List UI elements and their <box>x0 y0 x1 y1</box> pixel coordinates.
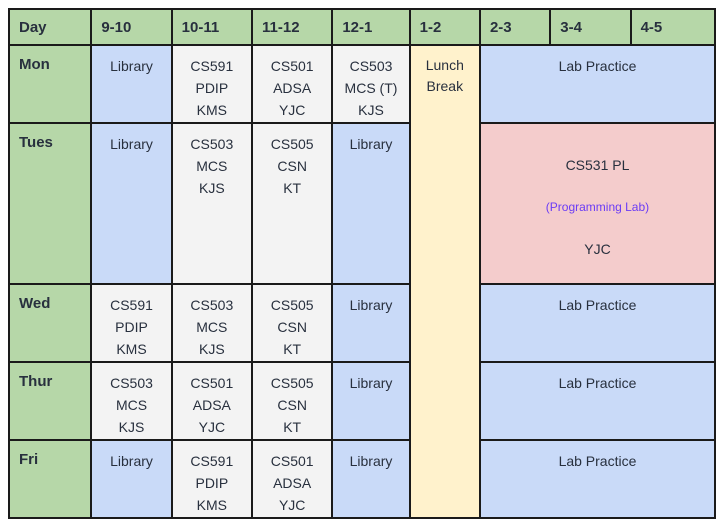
row-thur: Thur CS503 MCS KJS CS501 ADSA YJC CS505 … <box>7 361 717 441</box>
day-label-fri: Fri <box>7 439 93 519</box>
cell-thur-11-12: CS505 CSN KT <box>250 361 334 441</box>
col-header-12-1: 12-1 <box>331 8 411 46</box>
row-tues: Tues Library CS503 MCS KJS CS505 CSN KT … <box>7 122 717 285</box>
col-header-11-12: 11-12 <box>250 8 334 46</box>
col-header-4-5: 4-5 <box>629 8 717 46</box>
cell-wed-10-11: CS503 MCS KJS <box>170 283 254 363</box>
cell-fri-9-10: Library <box>90 439 173 519</box>
cell-tues-programming-lab: CS531 PL (Programming Lab) YJC <box>478 122 717 285</box>
cell-wed-9-10: CS591 PDIP KMS <box>90 283 173 363</box>
col-header-2-3: 2-3 <box>478 8 552 46</box>
cell-wed-lab-practice: Lab Practice <box>478 283 717 363</box>
cell-thur-12-1: Library <box>331 361 411 441</box>
cell-fri-12-1: Library <box>331 439 411 519</box>
cell-thur-9-10: CS503 MCS KJS <box>90 361 173 441</box>
col-header-day: Day <box>7 8 93 46</box>
cell-tues-9-10: Library <box>90 122 173 285</box>
cell-tues-12-1: Library <box>331 122 411 285</box>
cell-tues-11-12: CS505 CSN KT <box>250 122 334 285</box>
cell-fri-lab-practice: Lab Practice <box>478 439 717 519</box>
class-timetable: Day 9-10 10-11 11-12 12-1 1-2 2-3 3-4 4-… <box>7 8 717 519</box>
row-mon: Mon Library CS591 PDIP KMS CS501 ADSA YJ… <box>7 44 717 519</box>
day-label-wed: Wed <box>7 283 93 363</box>
col-header-1-2: 1-2 <box>408 8 481 46</box>
col-header-9-10: 9-10 <box>90 8 173 46</box>
cell-thur-10-11: CS501 ADSA YJC <box>170 361 254 441</box>
cell-fri-10-11: CS591 PDIP KMS <box>170 439 254 519</box>
col-header-10-11: 10-11 <box>170 8 254 46</box>
cell-fri-11-12: CS501 ADSA YJC <box>250 439 334 519</box>
cell-lunch-break: Lunch Break <box>408 44 481 519</box>
cell-mon-10-11: CS591 PDIP KMS <box>170 44 254 124</box>
cell-wed-11-12: CS505 CSN KT <box>250 283 334 363</box>
programming-lab-course-code: CS531 PL <box>565 157 630 173</box>
programming-lab-teacher: YJC <box>584 241 611 257</box>
day-label-tues: Tues <box>7 122 93 285</box>
cell-mon-lab-practice: Lab Practice <box>478 44 717 124</box>
programming-lab-course-name: (Programming Lab) <box>545 200 650 214</box>
cell-mon-11-12: CS501 ADSA YJC <box>250 44 334 124</box>
day-label-mon: Mon <box>7 44 93 124</box>
cell-wed-12-1: Library <box>331 283 411 363</box>
header-row: Day 9-10 10-11 11-12 12-1 1-2 2-3 3-4 4-… <box>7 8 717 46</box>
col-header-3-4: 3-4 <box>549 8 632 46</box>
cell-thur-lab-practice: Lab Practice <box>478 361 717 441</box>
cell-mon-9-10: Library <box>90 44 173 124</box>
cell-mon-12-1: CS503 MCS (T) KJS <box>331 44 411 124</box>
row-wed: Wed CS591 PDIP KMS CS503 MCS KJS CS505 C… <box>7 283 717 363</box>
cell-tues-10-11: CS503 MCS KJS <box>170 122 254 285</box>
row-fri: Fri Library CS591 PDIP KMS CS501 ADSA YJ… <box>7 439 717 519</box>
day-label-thur: Thur <box>7 361 93 441</box>
